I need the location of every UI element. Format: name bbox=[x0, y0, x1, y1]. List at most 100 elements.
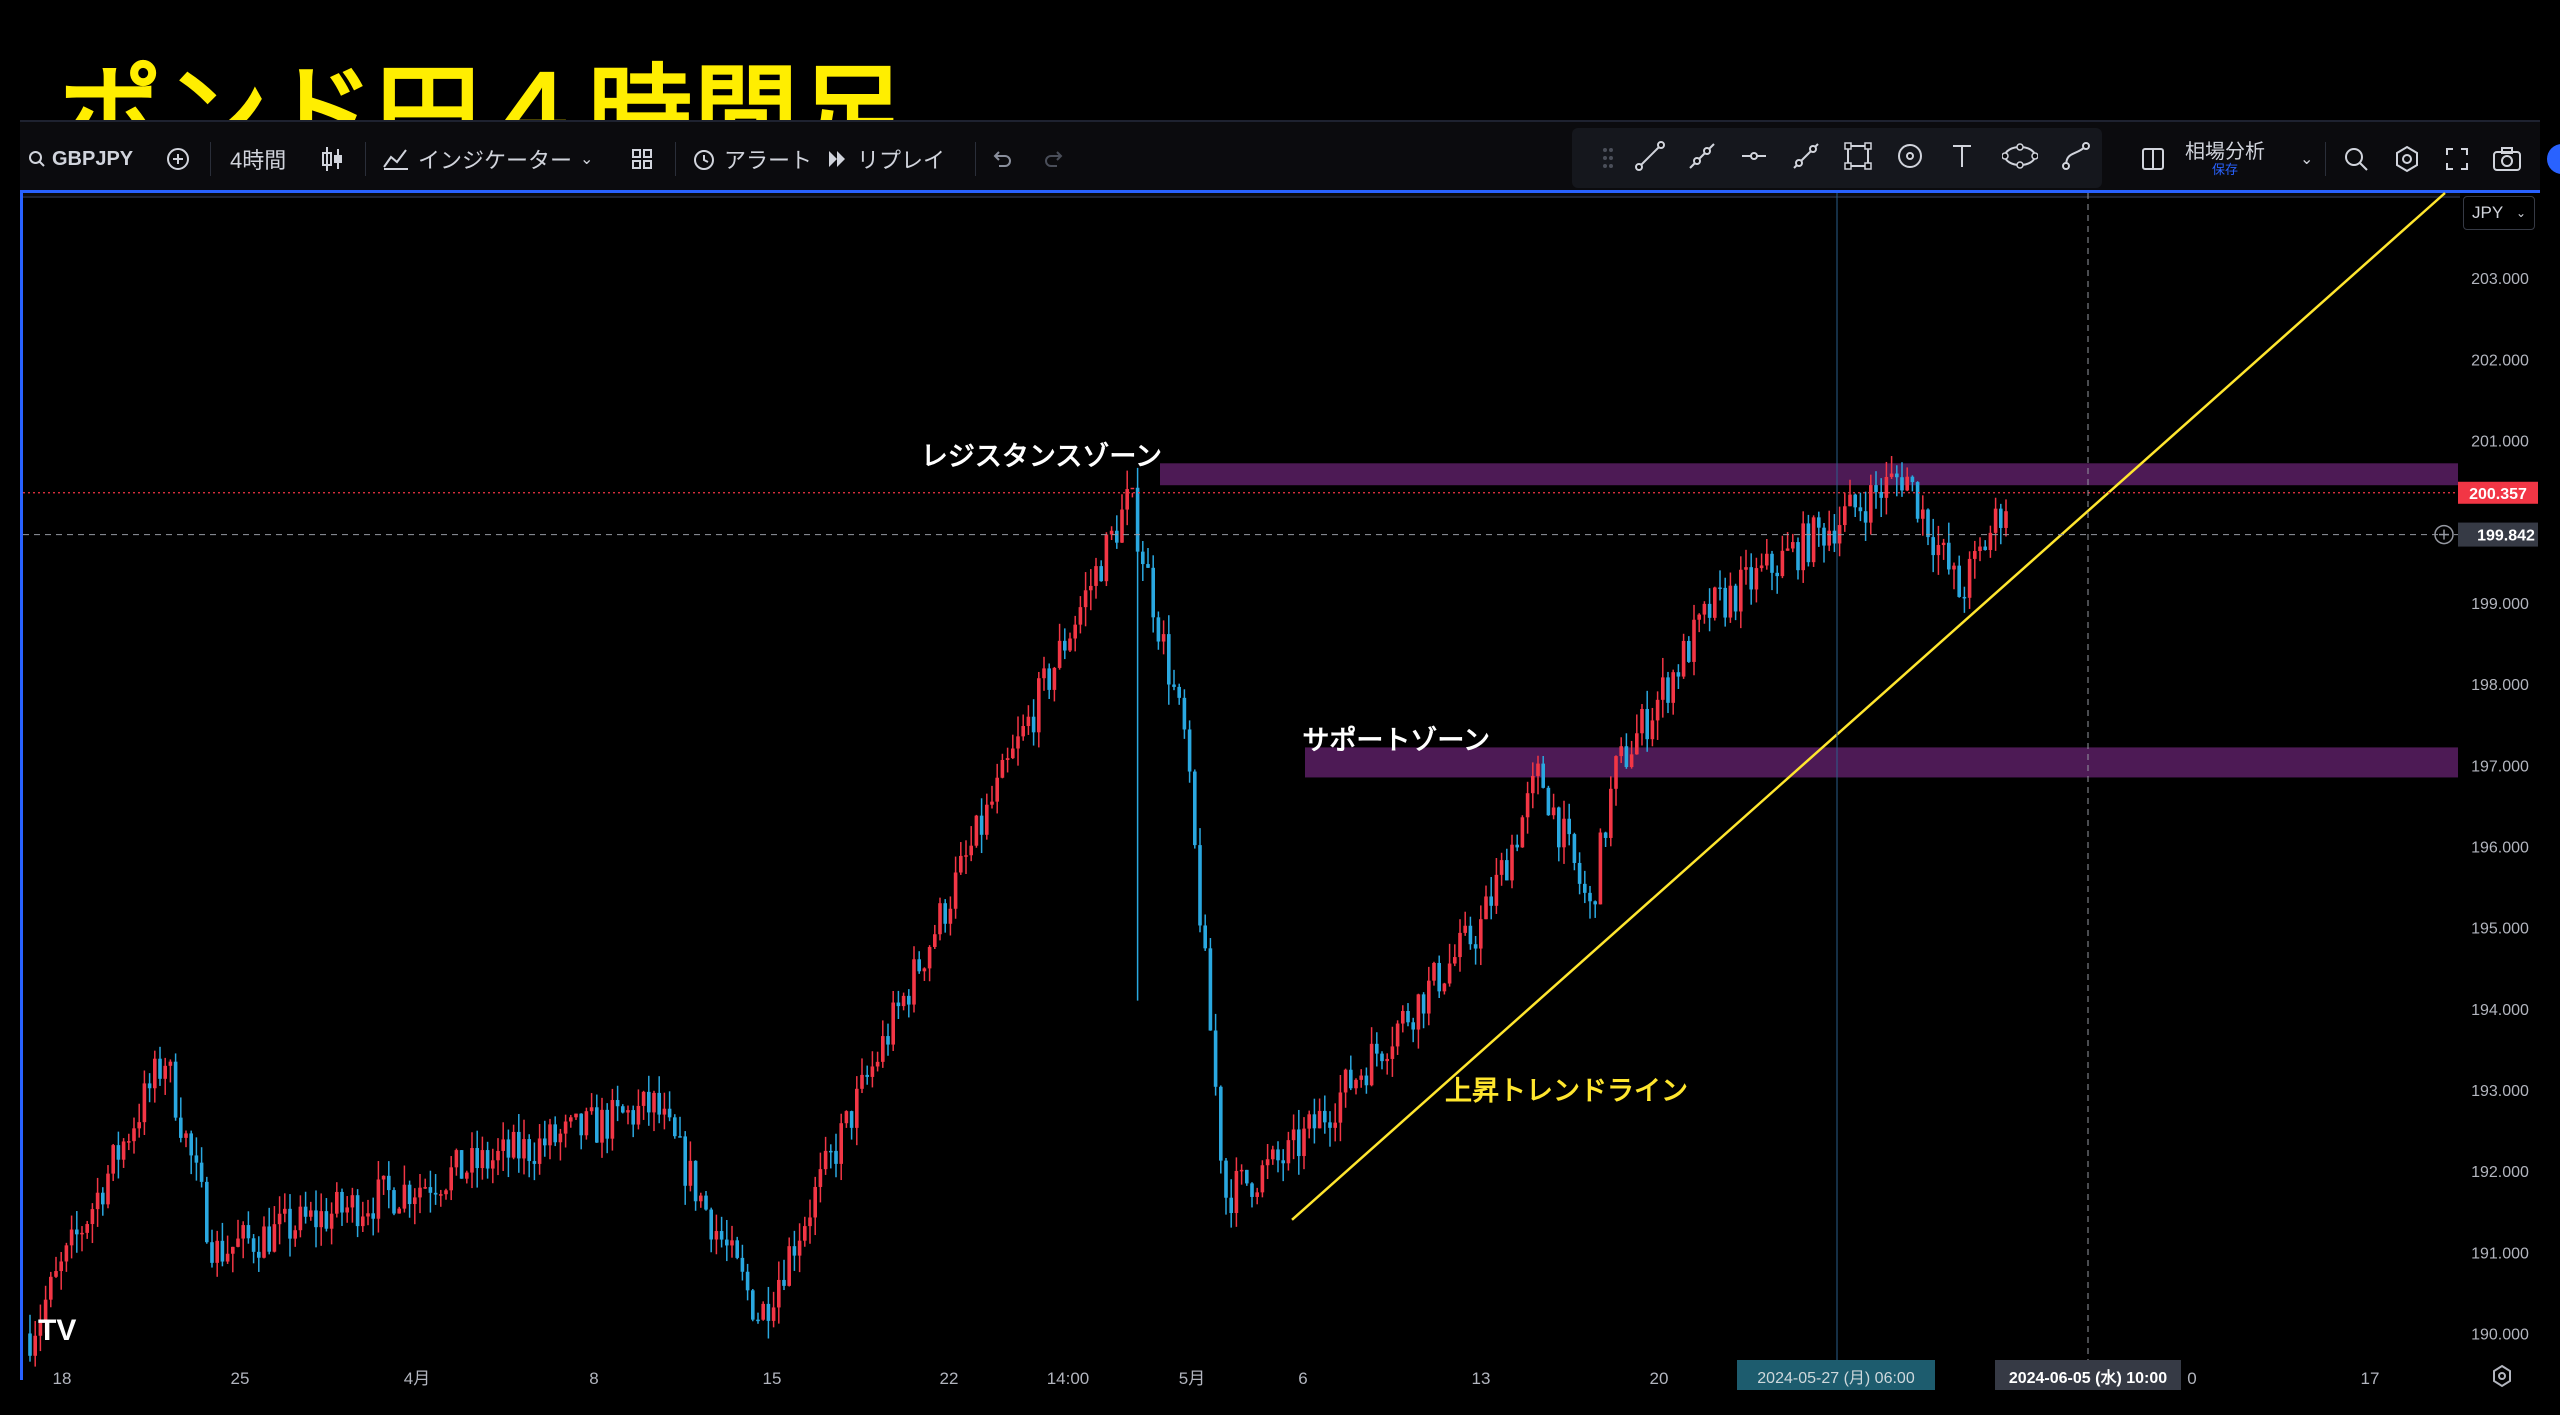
currency-selector[interactable]: JPY ⌄ bbox=[2463, 196, 2535, 230]
candle bbox=[407, 1180, 412, 1218]
replay-button[interactable]: リプレイ bbox=[825, 122, 945, 196]
add-alert-icon[interactable] bbox=[2434, 524, 2454, 545]
templates-button[interactable] bbox=[630, 122, 654, 196]
y-tick-label: 198.000 bbox=[2471, 677, 2529, 694]
chart-pane[interactable] bbox=[20, 190, 2540, 1380]
price-zone bbox=[1305, 747, 2458, 778]
candle bbox=[1359, 1069, 1363, 1088]
candle bbox=[1775, 565, 1779, 594]
candle bbox=[1307, 1110, 1311, 1139]
horizontal-ray-icon bbox=[1739, 141, 1769, 176]
candle bbox=[1401, 1005, 1405, 1033]
candle bbox=[1941, 538, 1946, 560]
x-crosshair-badge bbox=[1995, 1360, 2181, 1390]
y-tick-label: 194.000 bbox=[2471, 1002, 2529, 1019]
candle bbox=[1354, 1078, 1358, 1095]
settings-button[interactable] bbox=[2393, 122, 2421, 196]
candle bbox=[1593, 900, 1597, 918]
candle bbox=[361, 1201, 365, 1233]
ray-tool[interactable] bbox=[1682, 138, 1722, 178]
candle bbox=[1364, 1067, 1369, 1094]
ellipse-tool[interactable] bbox=[2000, 138, 2040, 178]
layout-menu-button[interactable]: ⌄ bbox=[2300, 122, 2313, 196]
candle bbox=[1697, 613, 1701, 633]
candle bbox=[231, 1246, 235, 1273]
candle bbox=[777, 1261, 781, 1324]
candle bbox=[205, 1176, 209, 1244]
text-tool[interactable] bbox=[1942, 138, 1982, 178]
indicators-button[interactable]: インジケーター ⌄ bbox=[382, 122, 593, 196]
candle bbox=[1723, 577, 1727, 627]
rectangle-tool[interactable] bbox=[1838, 138, 1878, 178]
timeframe-button[interactable]: 4時間 bbox=[230, 148, 287, 173]
candle bbox=[1728, 572, 1733, 623]
candle bbox=[142, 1070, 147, 1136]
candle bbox=[1619, 737, 1623, 764]
layout-button[interactable] bbox=[2140, 122, 2166, 196]
circle-tool[interactable] bbox=[1890, 138, 1930, 178]
candle bbox=[288, 1194, 292, 1257]
candle bbox=[470, 1132, 474, 1189]
alert-button[interactable]: アラート bbox=[692, 122, 812, 196]
candle bbox=[766, 1286, 771, 1339]
symbol-search[interactable]: GBPJPY bbox=[28, 122, 133, 196]
candle bbox=[43, 1285, 48, 1333]
candle bbox=[158, 1046, 162, 1086]
candle bbox=[1676, 664, 1681, 689]
quick-search-button[interactable] bbox=[2343, 122, 2369, 196]
horizontal-ray-tool[interactable] bbox=[1734, 138, 1774, 178]
candle bbox=[1952, 562, 1956, 590]
candle bbox=[943, 899, 947, 933]
candle bbox=[1822, 522, 1826, 563]
candle bbox=[1983, 540, 1987, 551]
candle bbox=[293, 1225, 297, 1247]
candle bbox=[751, 1288, 755, 1322]
chart-type-button[interactable] bbox=[320, 122, 344, 196]
candle bbox=[501, 1122, 505, 1172]
add-symbol-button[interactable] bbox=[165, 122, 191, 196]
drag-handle[interactable] bbox=[1588, 138, 1628, 178]
candle bbox=[1234, 1157, 1239, 1227]
x-tick-label: 6 bbox=[1298, 1369, 1307, 1388]
redo-button[interactable] bbox=[1044, 122, 1066, 196]
candle bbox=[1921, 495, 1925, 536]
candle bbox=[1640, 704, 1644, 746]
candle bbox=[1333, 1103, 1337, 1142]
candle bbox=[683, 1131, 687, 1205]
candle bbox=[1967, 551, 1972, 609]
candle bbox=[1245, 1169, 1249, 1186]
candle bbox=[1811, 515, 1816, 567]
candle bbox=[1702, 601, 1707, 624]
layout-name-button[interactable]: 相場分析 保存 bbox=[2185, 122, 2265, 196]
x-tick-label: 22 bbox=[940, 1369, 959, 1388]
publish-button[interactable] bbox=[2545, 122, 2560, 196]
candle bbox=[922, 967, 927, 981]
candle bbox=[38, 1304, 43, 1352]
candle bbox=[693, 1160, 698, 1211]
candle bbox=[927, 945, 932, 982]
candle bbox=[1484, 885, 1488, 920]
candle bbox=[569, 1114, 573, 1128]
chart-settings-button[interactable] bbox=[2490, 1364, 2520, 1394]
price-axis bbox=[2460, 193, 2540, 1370]
trend-line-tool[interactable] bbox=[1630, 138, 1670, 178]
candle bbox=[870, 1051, 875, 1088]
extended-line-tool[interactable] bbox=[1786, 138, 1826, 178]
candle bbox=[823, 1136, 828, 1175]
candle bbox=[340, 1188, 344, 1226]
x-cursor-label: 2024-05-27 (月) 06:00 bbox=[1757, 1370, 1915, 1387]
y-tick-label: 196.000 bbox=[2471, 839, 2529, 856]
path-tool[interactable] bbox=[2056, 138, 2096, 178]
snapshot-button[interactable] bbox=[2492, 122, 2522, 196]
candle bbox=[49, 1271, 53, 1308]
fullscreen-button[interactable] bbox=[2445, 122, 2469, 196]
candle bbox=[184, 1130, 188, 1148]
candle bbox=[1687, 636, 1691, 663]
candle bbox=[1889, 456, 1894, 479]
undo-button[interactable] bbox=[990, 122, 1012, 196]
x-tick-label: 18 bbox=[53, 1369, 72, 1388]
candle bbox=[933, 924, 937, 950]
candle bbox=[1203, 914, 1207, 951]
alert-label: アラート bbox=[724, 148, 813, 173]
